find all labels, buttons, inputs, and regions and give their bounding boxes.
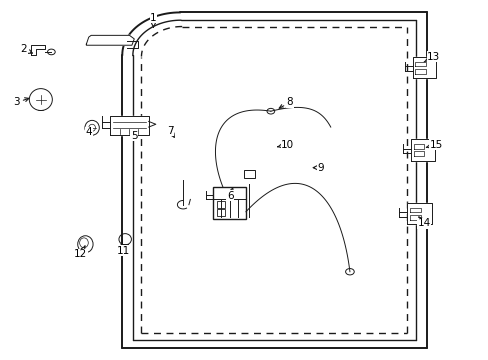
Polygon shape [407, 203, 431, 224]
Text: 11: 11 [117, 244, 130, 256]
Text: 7: 7 [166, 126, 174, 137]
Polygon shape [86, 35, 134, 45]
Text: 15: 15 [426, 140, 442, 150]
Text: 10: 10 [277, 140, 294, 150]
Text: 6: 6 [226, 188, 233, 201]
Text: 2: 2 [20, 45, 32, 54]
Polygon shape [410, 139, 434, 161]
Text: 8: 8 [279, 98, 293, 108]
Text: 14: 14 [417, 217, 430, 228]
Text: 12: 12 [74, 246, 87, 259]
Text: 13: 13 [424, 51, 440, 62]
Text: 3: 3 [14, 98, 29, 107]
Polygon shape [110, 117, 148, 135]
Text: 9: 9 [313, 163, 324, 173]
Text: 1: 1 [150, 13, 157, 27]
Text: 4: 4 [85, 127, 92, 138]
Text: 5: 5 [131, 131, 137, 141]
Polygon shape [31, 45, 44, 55]
Polygon shape [412, 57, 435, 78]
